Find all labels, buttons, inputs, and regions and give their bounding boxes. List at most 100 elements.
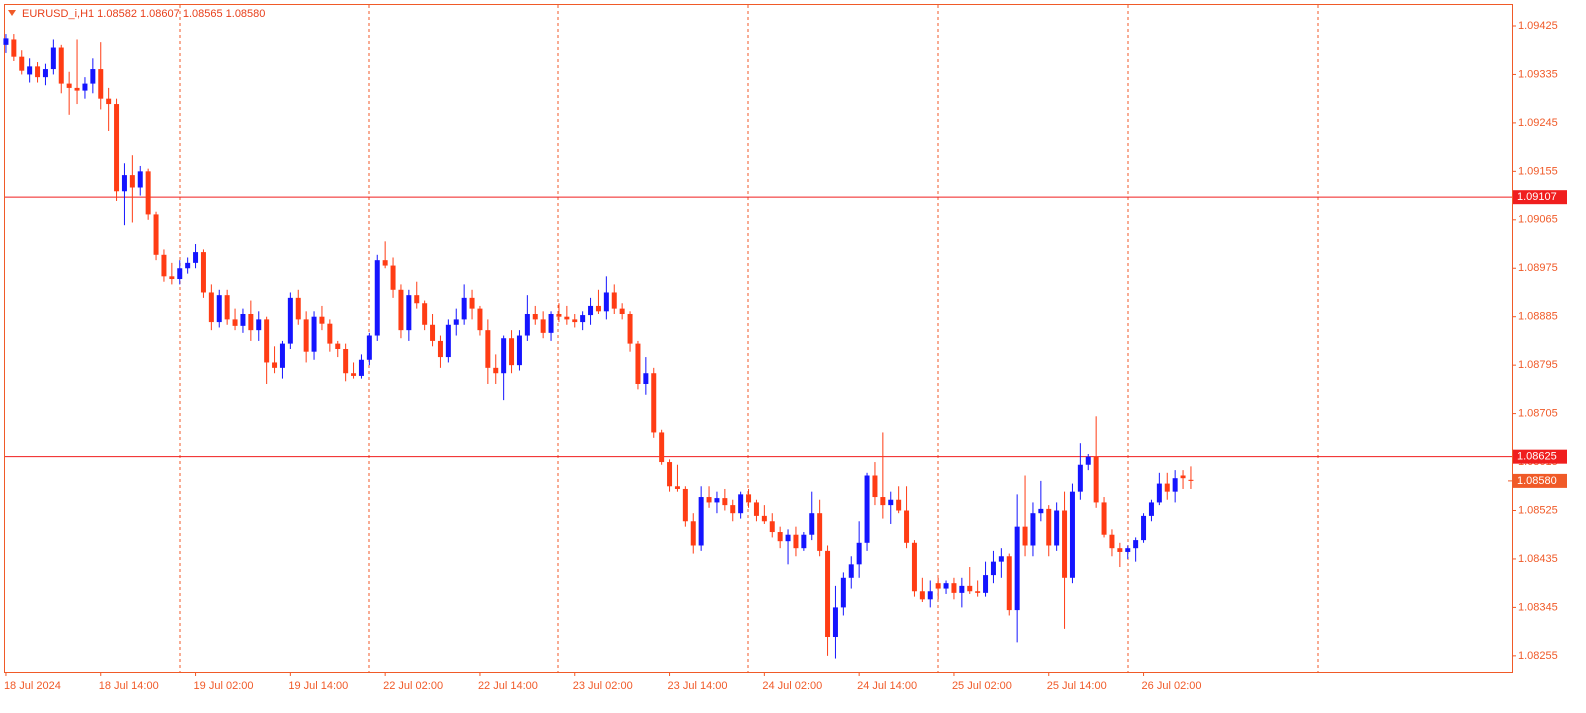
x-tick-label: 24 Jul 02:00	[762, 680, 822, 692]
candle-body	[564, 316, 570, 320]
candle-body	[746, 494, 752, 503]
candle-body	[706, 497, 712, 503]
candle-body	[872, 475, 878, 498]
candle-body	[311, 316, 317, 352]
symbol-menu-arrow[interactable]	[8, 10, 16, 16]
candle-body	[730, 505, 736, 514]
candle-body	[896, 499, 902, 511]
candle-body	[659, 432, 665, 463]
candle-body	[524, 314, 530, 336]
candle-body	[248, 314, 254, 331]
bid-label: 1.08580	[1517, 475, 1557, 487]
candle-body	[1125, 548, 1131, 552]
candle-body	[840, 577, 846, 608]
candle-body	[358, 359, 364, 376]
candle-body	[430, 324, 436, 341]
candle-body	[556, 314, 562, 317]
candle-body	[817, 513, 823, 551]
candle-body	[619, 308, 625, 315]
y-tick-label: 1.09065	[1518, 214, 1558, 226]
candle-body	[967, 585, 973, 592]
candle-body	[1030, 513, 1036, 546]
candle-body	[588, 305, 594, 316]
candle-body	[406, 295, 412, 331]
y-tick-label: 1.08435	[1518, 553, 1558, 565]
candle-body	[1164, 483, 1170, 492]
candle-body	[114, 104, 120, 192]
price-level-label: 1.08625	[1517, 451, 1557, 463]
candle-body	[422, 303, 428, 325]
candle-body	[1180, 475, 1186, 479]
candle-body	[327, 323, 333, 344]
candle-body	[635, 343, 641, 384]
price-level-label: 1.09107	[1517, 191, 1557, 203]
candle-body	[485, 330, 491, 368]
candle-body	[279, 343, 285, 368]
candle-body	[690, 521, 696, 546]
price-level-tag	[1513, 449, 1567, 464]
x-tick-label: 23 Jul 14:00	[668, 680, 728, 692]
candle-body	[1093, 456, 1099, 503]
candle-body	[129, 175, 135, 188]
y-tick-label: 1.08525	[1518, 504, 1558, 516]
candle-body	[943, 583, 949, 589]
x-tick-label: 18 Jul 2024	[4, 680, 61, 692]
chart-title: EURUSD_i,H1 1.08582 1.08607 1.08565 1.08…	[22, 8, 265, 20]
x-tick-label: 19 Jul 14:00	[288, 680, 348, 692]
candle-body	[880, 497, 886, 506]
candle-body	[469, 297, 475, 309]
candle-body	[998, 556, 1004, 562]
y-tick-label: 1.08255	[1518, 650, 1558, 662]
candle-body	[153, 214, 159, 255]
candle-body	[106, 98, 112, 105]
candle-body	[1062, 510, 1068, 578]
y-tick-label: 1.09155	[1518, 165, 1558, 177]
candle-body	[390, 265, 396, 290]
candle-body	[1101, 502, 1107, 535]
x-tick-label: 24 Jul 14:00	[857, 680, 917, 692]
candle-body	[714, 498, 720, 503]
candle-body	[572, 319, 578, 323]
candle-body	[177, 268, 183, 280]
candle-body	[975, 591, 981, 593]
candle-body	[532, 314, 538, 320]
candle-body	[493, 367, 499, 374]
candle-body	[445, 324, 451, 358]
candle-body	[785, 534, 791, 542]
candle-body	[1133, 540, 1139, 549]
candle-body	[50, 47, 56, 70]
candle-body	[548, 314, 554, 333]
candle-body	[856, 542, 862, 565]
candle-body	[185, 262, 191, 269]
candle-body	[42, 69, 48, 78]
candle-body	[1038, 508, 1044, 514]
candle-body	[983, 575, 989, 593]
candle-body	[738, 494, 744, 514]
candle-body	[437, 340, 443, 358]
candle-body	[595, 305, 601, 312]
candle-body	[272, 362, 278, 368]
candle-body	[351, 373, 357, 376]
candle-body	[951, 583, 957, 593]
candle-body	[27, 66, 33, 75]
candle-body	[919, 591, 925, 600]
candle-body	[651, 373, 657, 433]
candle-body	[169, 276, 175, 280]
candle-body	[1077, 464, 1083, 492]
candle-body	[264, 319, 270, 363]
candle-body	[864, 475, 870, 543]
candle-body	[382, 260, 388, 266]
y-tick-label: 1.09335	[1518, 68, 1558, 80]
candle-body	[1172, 478, 1178, 492]
candle-body	[1046, 508, 1052, 546]
candle-body	[35, 66, 41, 78]
candle-body	[501, 338, 507, 374]
candle-body	[1156, 483, 1162, 503]
candle-body	[1148, 502, 1154, 516]
candle-body	[643, 373, 649, 384]
candle-body	[516, 335, 522, 366]
candle-body	[121, 175, 127, 192]
candle-body	[66, 83, 72, 88]
